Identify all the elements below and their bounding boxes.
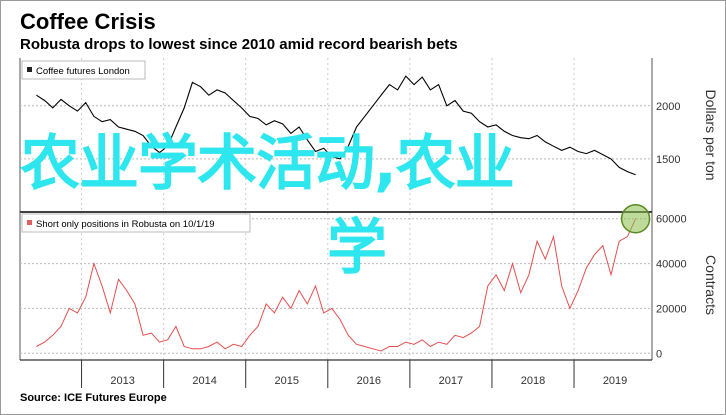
ytick-label-bottom: 20000	[656, 303, 687, 315]
legend-box-top	[21, 60, 146, 80]
legend-swatch-top	[27, 67, 32, 72]
top-panel: 1500 2000 Coffee futures London Dollars p…	[19, 58, 719, 360]
chart-subtitle: Robusta drops to lowest since 2010 amid …	[20, 36, 458, 53]
xtick-label: 2013	[110, 375, 134, 387]
overlay-watermark-text-2: 学	[327, 213, 387, 283]
highlight-marker	[620, 203, 651, 234]
ytick-label-bottom: 0	[656, 348, 662, 360]
ytick-label-bottom: 60000	[656, 214, 687, 226]
ylabel-bottom: Contracts	[703, 255, 719, 315]
xtick-label: 2014	[192, 375, 216, 387]
overlay-watermark-text: 农业学术活动,农业	[20, 129, 515, 199]
xtick-label: 2018	[521, 375, 545, 387]
legend-swatch-bottom	[27, 220, 32, 225]
chart-source: Source: ICE Futures Europe	[20, 392, 167, 404]
legend-box-bottom	[21, 213, 251, 233]
xtick-label: 2015	[275, 375, 299, 387]
ytick-label-top: 1500	[656, 154, 680, 166]
chart-title: Coffee Crisis	[20, 9, 156, 34]
series-line-short-positions	[36, 218, 637, 352]
series-line-coffee-futures	[36, 75, 636, 176]
x-axis: 2013 2014 2015 2016 2017 2018 2019	[20, 359, 652, 388]
ylabel-top: Dollars per ton	[703, 89, 719, 180]
bottom-panel: 0 20000 40000 60000 Short only positions in…	[19, 203, 719, 360]
legend-label-bottom: Short only positions in Robusta on 10/1/…	[36, 219, 215, 230]
ytick-label-bottom: 40000	[656, 259, 687, 271]
xtick-label: 2017	[439, 375, 463, 387]
xtick-label: 2016	[357, 375, 381, 387]
ytick-label-top: 2000	[656, 101, 680, 113]
xtick-label: 2019	[603, 375, 627, 387]
legend-label-top: Coffee futures London	[36, 66, 130, 77]
